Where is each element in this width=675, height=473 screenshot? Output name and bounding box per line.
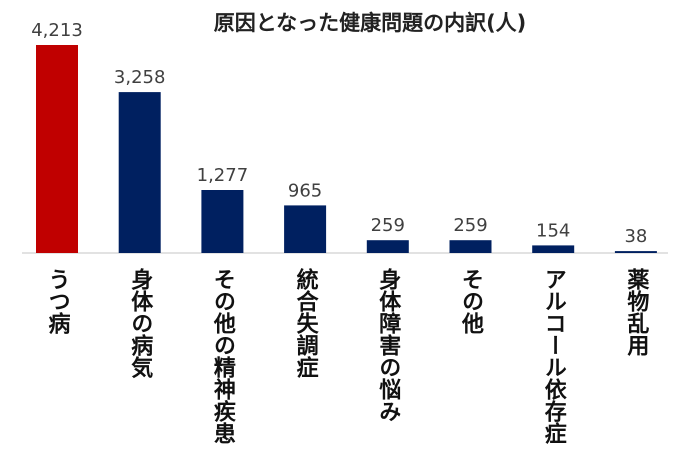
category-label-3: その他の精神疾患 — [210, 268, 237, 444]
data-label-6: 259 — [453, 215, 487, 236]
value-labels-group: 4,213 3,258 1,277 965 259 259 154 38 — [31, 20, 647, 247]
data-label-2: 3,258 — [114, 67, 166, 88]
data-label-1: 4,213 — [31, 20, 83, 41]
data-label-3: 1,277 — [197, 165, 249, 186]
bars-group — [36, 45, 657, 253]
data-label-4: 965 — [288, 180, 322, 201]
category-label-4: 統合失調症 — [293, 267, 319, 379]
bar-2 — [118, 92, 161, 253]
category-label-7: アルコール依存症 — [541, 268, 567, 445]
bar-1 — [36, 45, 78, 253]
chart-title: 原因となった健康問題の内訳(人) — [214, 11, 527, 35]
bar-8 — [614, 251, 657, 253]
bar-4 — [284, 205, 327, 253]
bar-7 — [532, 245, 575, 253]
bar-3 — [201, 190, 244, 253]
category-label-6: その他 — [458, 268, 485, 334]
data-label-5: 259 — [371, 215, 405, 236]
category-label-5: 身体障害の悩み — [375, 267, 401, 422]
bar-6 — [449, 240, 492, 253]
data-label-8: 38 — [624, 226, 647, 247]
category-label-1: うつ病 — [45, 268, 71, 335]
category-label-8: 薬物乱用 — [623, 268, 649, 357]
data-label-7: 154 — [536, 220, 570, 241]
category-label-2: 身体の病気 — [127, 267, 153, 379]
bar-5 — [366, 240, 409, 253]
category-labels-group: うつ病 身体の病気 その他の精神疾患 統合失調症 身体障害の悩み その他 アルコール依存症 薬… — [45, 267, 650, 445]
